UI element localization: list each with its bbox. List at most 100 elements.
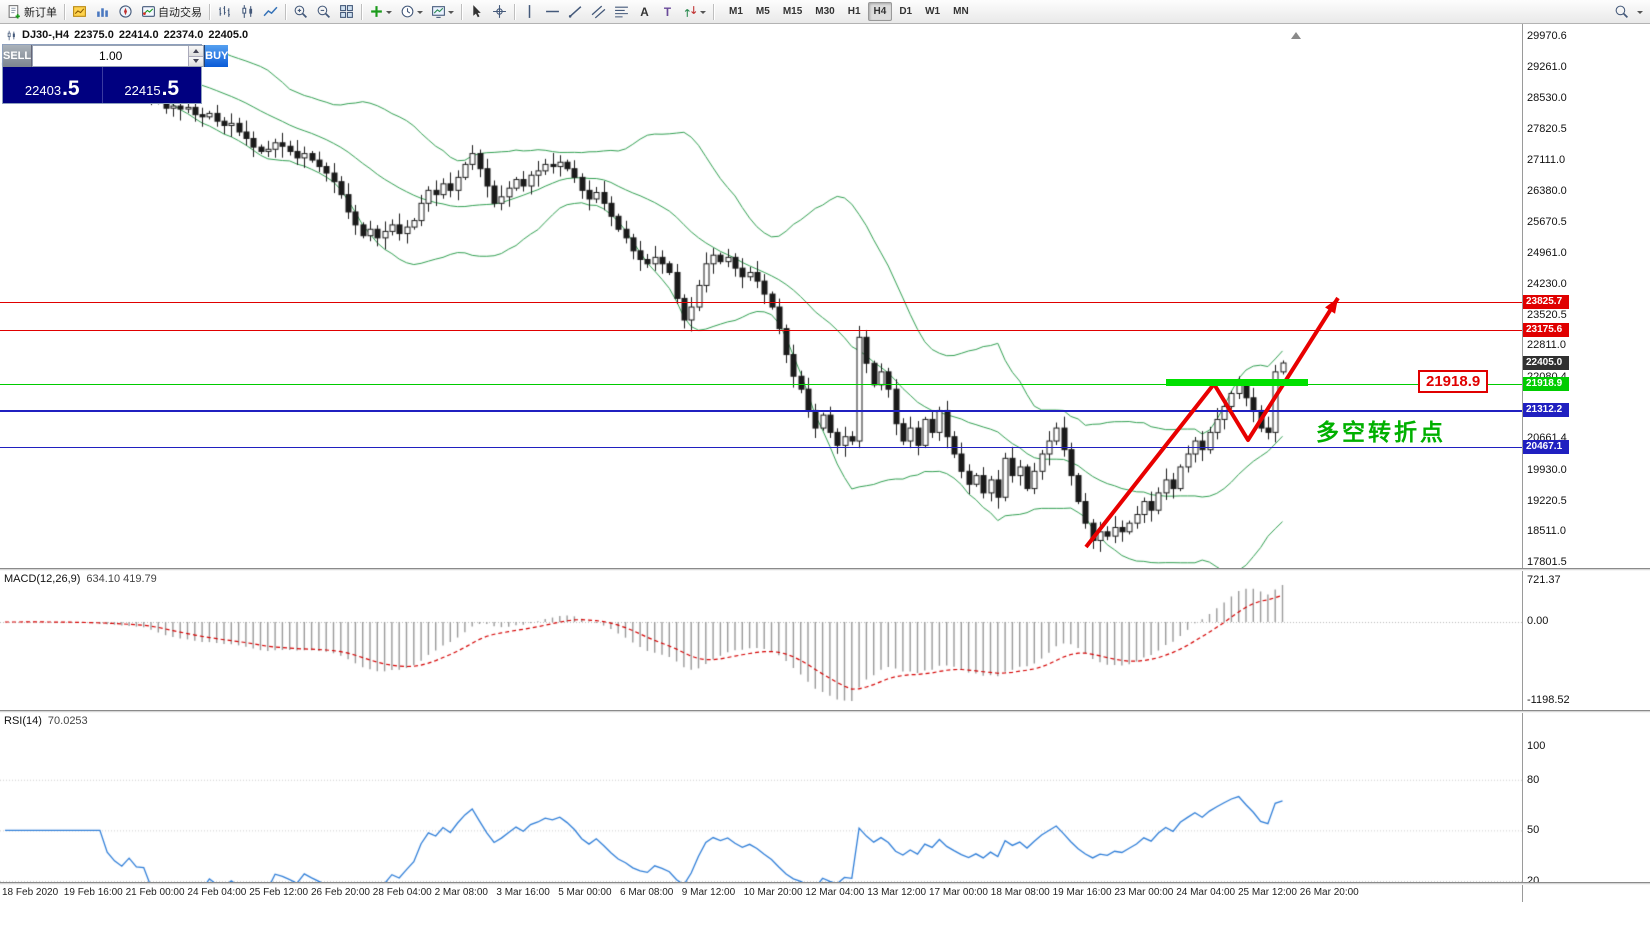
timeframe-button-mn[interactable]: MN: [953, 6, 969, 17]
channel-tool-button[interactable]: [587, 2, 610, 22]
buy-price-main: 22415: [124, 83, 161, 98]
time-axis-label: 19 Mar 16:00: [1052, 887, 1112, 898]
zoom-in-button[interactable]: [289, 2, 312, 22]
timeframe-button-h1[interactable]: H1: [847, 6, 861, 17]
support-line[interactable]: [0, 446, 1522, 449]
sell-price-display: 22403 .5: [3, 67, 103, 103]
price-line-tag: 23175.6: [1523, 322, 1569, 337]
macd-pane-canvas[interactable]: [0, 571, 1522, 710]
time-axis-label: 3 Mar 16:00: [496, 887, 550, 898]
macd-name: MACD(12,26,9): [4, 573, 81, 585]
new-order-icon: [8, 5, 20, 19]
pane-splitter[interactable]: [0, 882, 1650, 885]
template-icon: [432, 6, 445, 18]
tile-windows-button[interactable]: [335, 2, 358, 22]
data-window-icon: [97, 8, 108, 17]
timeframe-button-m15[interactable]: M15: [782, 6, 803, 17]
buy-price-display: 22415 .5: [102, 67, 201, 103]
vertical-line-tool-button[interactable]: [518, 2, 541, 22]
support-line[interactable]: [0, 410, 1522, 412]
templates-button[interactable]: [427, 2, 458, 22]
navigator-button[interactable]: [114, 2, 137, 22]
navigator-icon: [119, 5, 132, 18]
pane-splitter[interactable]: [0, 568, 1650, 571]
support-line[interactable]: [0, 384, 1522, 386]
price-pane-canvas[interactable]: [0, 24, 1522, 568]
turning-point-note[interactable]: 多空转折点: [1316, 419, 1446, 445]
auto-trading-button[interactable]: 自动交易: [137, 2, 206, 22]
zoom-in-icon: [294, 5, 307, 18]
price-axis-label: 29970.6: [1527, 30, 1567, 42]
toolbar-separator: [514, 3, 515, 20]
volume-spinners: [188, 46, 204, 66]
resistance-line[interactable]: [0, 301, 1522, 303]
timeframe-button-m5[interactable]: M5: [755, 6, 770, 17]
time-axis-label: 17 Mar 00:00: [929, 887, 988, 898]
chevron-down-icon: [386, 10, 392, 17]
chevron-down-icon: [1637, 10, 1643, 17]
sell-button[interactable]: SELL: [3, 45, 33, 67]
bar-chart-button[interactable]: [213, 2, 236, 22]
rsi-level-label: 50: [1527, 824, 1540, 836]
timeframe-button-h4[interactable]: H4: [867, 2, 893, 21]
toolbar-options-button[interactable]: [1633, 2, 1647, 22]
toolbar-separator: [713, 3, 714, 20]
price-axis-label: 27111.0: [1527, 153, 1566, 166]
rsi-value: 70.0253: [47, 715, 88, 727]
time-axis-label: 5 Mar 00:00: [558, 887, 612, 898]
trendline-tool-button[interactable]: [564, 2, 587, 22]
price-axis-label: 19930.0: [1527, 463, 1567, 476]
volume-input[interactable]: [33, 46, 189, 66]
cursor-icon: [473, 5, 481, 18]
timeframe-button-w1[interactable]: W1: [925, 6, 941, 17]
price-axis-label: 19220.5: [1527, 494, 1567, 507]
timeframe-button-m30[interactable]: M30: [815, 6, 835, 17]
new-order-button[interactable]: 新订单: [3, 2, 61, 22]
line-chart-button[interactable]: [259, 2, 282, 22]
rsi-pane-canvas[interactable]: [0, 713, 1522, 882]
periods-button[interactable]: [396, 2, 427, 22]
buy-button[interactable]: BUY: [204, 45, 229, 67]
time-axis-label: 24 Mar 04:00: [1176, 887, 1236, 898]
timeframe-button-d1[interactable]: D1: [899, 6, 913, 17]
crosshair-button[interactable]: [488, 2, 511, 22]
resistance-line[interactable]: [0, 329, 1522, 332]
rsi-label: RSI(14) 70.0253: [4, 715, 88, 727]
candlestick-chart-button[interactable]: [236, 2, 259, 22]
price-axis-label: 29261.0: [1527, 60, 1567, 73]
label-tool-button[interactable]: T: [656, 2, 679, 22]
market-watch-button[interactable]: [68, 2, 91, 22]
volume-increase-button[interactable]: [189, 46, 204, 56]
price-note[interactable]: 21918.9: [1418, 370, 1489, 393]
time-axis-label: 18 Feb 2020: [2, 887, 59, 898]
text-tool-button[interactable]: A: [633, 2, 656, 22]
sell-price-fraction: .5: [62, 77, 80, 100]
support-zone-bar[interactable]: [1166, 379, 1308, 386]
timeframe-button-m1[interactable]: M1: [729, 6, 743, 17]
toolbar-separator: [361, 3, 362, 20]
volume-decrease-button[interactable]: [189, 55, 204, 66]
fibonacci-tool-button[interactable]: [610, 2, 633, 22]
trendline-icon: [568, 6, 582, 18]
time-axis-label: 25 Feb 12:00: [249, 887, 309, 898]
pane-splitter[interactable]: [0, 710, 1650, 713]
volume-box: [32, 45, 205, 67]
cursor-button[interactable]: [465, 2, 488, 22]
zoom-out-button[interactable]: [312, 2, 335, 22]
horizontal-line-tool-button[interactable]: [541, 2, 564, 22]
search-button[interactable]: [1610, 2, 1633, 22]
rsi-name: RSI(14): [4, 715, 42, 727]
rsi-level-label: 100: [1527, 740, 1546, 752]
arrows-icon: [684, 6, 697, 17]
price-line-tag: 23825.7: [1523, 294, 1569, 309]
indicators-button[interactable]: [365, 2, 396, 22]
add-indicator-icon: [371, 6, 382, 17]
data-window-button[interactable]: [91, 2, 114, 22]
high-value: 22414.0: [118, 29, 159, 41]
toolbar-separator: [209, 3, 210, 20]
chart-shift-marker[interactable]: [1291, 27, 1301, 39]
price-axis-label: 18511.0: [1527, 525, 1566, 538]
shapes-tool-button[interactable]: [679, 2, 710, 22]
horizontal-line-icon: [546, 10, 559, 13]
